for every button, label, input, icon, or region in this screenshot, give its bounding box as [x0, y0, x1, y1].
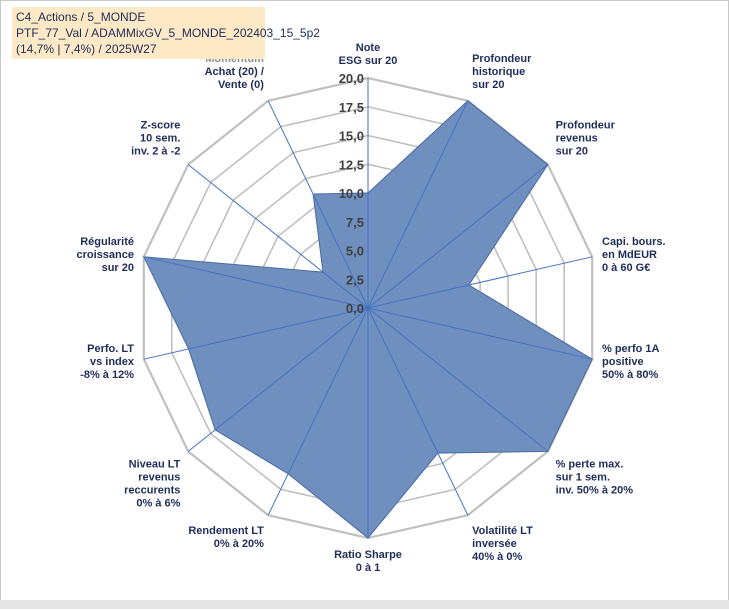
axis-label-line: Ratio Sharpe — [334, 549, 402, 561]
axis-label-line: revenus — [556, 132, 598, 144]
axis-label-9: Niveau LT revenus reccurents 0% à 6% — [124, 459, 181, 510]
axis-label-line: Profondeur — [472, 53, 532, 65]
axis-label-line: 50% à 80% — [602, 369, 658, 381]
spoke-10 — [143, 307, 369, 360]
tick-label: 12,5 — [339, 157, 364, 172]
spoke-9 — [187, 307, 369, 452]
axis-label-line: sur 20 — [472, 79, 504, 91]
axis-label-line: 10 sem. — [140, 132, 180, 144]
spoke-2 — [367, 164, 549, 309]
title-line-2: PTF_77_Val / ADAMMixGV_5_MONDE_202403_15… — [16, 26, 320, 40]
spoke-1 — [367, 100, 469, 309]
axis-label-0: Note ESG sur 20 — [339, 42, 398, 67]
spoke-11 — [143, 256, 369, 309]
title-line-3: (14,7% | 7,4%) / 2025W27 — [16, 42, 157, 56]
axis-label-line: Achat (20) / — [205, 66, 264, 78]
axis-label-5: % perte max. sur 1 sem. inv. 50% à 20% — [556, 459, 634, 497]
axis-label-8: Rendement LT 0% à 20% — [188, 525, 264, 550]
axis-label-line: Perfo. LT — [87, 343, 134, 355]
axis-label-line: positive — [602, 356, 644, 368]
spoke-13 — [267, 100, 369, 309]
axis-label-line: % perte max. — [556, 459, 624, 471]
tick-label: 2,5 — [346, 272, 364, 287]
axis-label-4: % perfo 1A positive 50% à 80% — [602, 343, 660, 381]
spoke-layer — [143, 78, 593, 538]
title-line-1: C4_Actions / 5_MONDE — [16, 10, 146, 24]
axis-label-line: Profondeur — [556, 119, 616, 131]
axis-label-line: inversée — [472, 538, 517, 550]
axis-label-line: -8% à 12% — [80, 369, 134, 381]
spoke-4 — [367, 307, 593, 360]
spoke-12 — [187, 164, 369, 309]
axis-label-line: Régularité — [80, 236, 134, 248]
axis-label-3: Capi. bours. en MdEUR 0 à 60 G€ — [602, 236, 666, 274]
axis-label-line: Vente (0) — [218, 79, 264, 91]
axis-label-line: Volatilité LT — [472, 525, 533, 537]
axis-label-line: Rendement LT — [188, 525, 264, 537]
axis-label-line: reccurents — [124, 485, 180, 497]
axis-label-line: % perfo 1A — [602, 343, 660, 355]
tick-label: 7,5 — [346, 215, 364, 230]
axis-label-line: en MdEUR — [602, 249, 657, 261]
tick-label: 10,0 — [339, 186, 364, 201]
axis-label-line: revenus — [138, 472, 180, 484]
tick-label: 15,0 — [339, 129, 364, 144]
axis-label-line: 40% à 0% — [472, 551, 522, 563]
axis-label-line: croissance — [77, 249, 134, 261]
axis-label-line: historique — [472, 66, 525, 78]
axis-label-line: inv. 50% à 20% — [556, 485, 634, 497]
tick-label: 5,0 — [346, 244, 364, 259]
axis-label-line: Z-score — [141, 119, 181, 131]
axis-label-2: Profondeur revenus sur 20 — [556, 119, 616, 157]
axis-label-line: Capi. bours. — [602, 236, 666, 248]
axis-label-1: Profondeur historique sur 20 — [472, 53, 532, 91]
label-layer: Note ESG sur 20 Profondeur historique sur 20… — [77, 42, 666, 574]
axis-label-line: 0 à 1 — [356, 562, 380, 574]
axis-label-12: Z-score 10 sem. inv. 2 à -2 — [131, 119, 180, 157]
axis-label-11: Régularité croissance sur 20 — [77, 236, 134, 274]
axis-label-line: sur 20 — [102, 262, 134, 274]
axis-label-line: sur 20 — [556, 145, 588, 157]
spoke-3 — [367, 256, 593, 309]
axis-label-line: 0 à 60 G€ — [602, 262, 650, 274]
axis-label-line: 0% à 6% — [136, 498, 180, 510]
axis-label-line: inv. 2 à -2 — [131, 145, 180, 157]
axis-label-line: sur 1 sem. — [556, 472, 610, 484]
axis-label-7: Ratio Sharpe 0 à 1 — [334, 549, 402, 574]
axis-label-line: ESG sur 20 — [339, 55, 398, 67]
tick-label: 0,0 — [346, 301, 364, 316]
axis-label-line: Note — [356, 42, 380, 54]
axis-label-line: vs index — [90, 356, 135, 368]
axis-label-10: Perfo. LT vs index -8% à 12% — [80, 343, 135, 381]
chart-title-box: C4_Actions / 5_MONDE PTF_77_Val / ADAMMi… — [12, 7, 320, 59]
tick-label: 17,5 — [339, 100, 364, 115]
tick-label: 20,0 — [339, 71, 364, 86]
tick-layer: 0,0 2,5 5,0 7,5 10,0 12,5 15,0 17,5 20,0 — [339, 71, 364, 316]
spoke-8 — [267, 307, 369, 516]
bottom-scroll-strip — [0, 600, 729, 609]
spoke-6 — [367, 307, 469, 516]
axis-label-line: 0% à 20% — [214, 538, 264, 550]
axis-label-line: Niveau LT — [129, 459, 181, 471]
spoke-5 — [367, 307, 549, 452]
axis-label-6: Volatilité LT inversée 40% à 0% — [472, 525, 533, 563]
